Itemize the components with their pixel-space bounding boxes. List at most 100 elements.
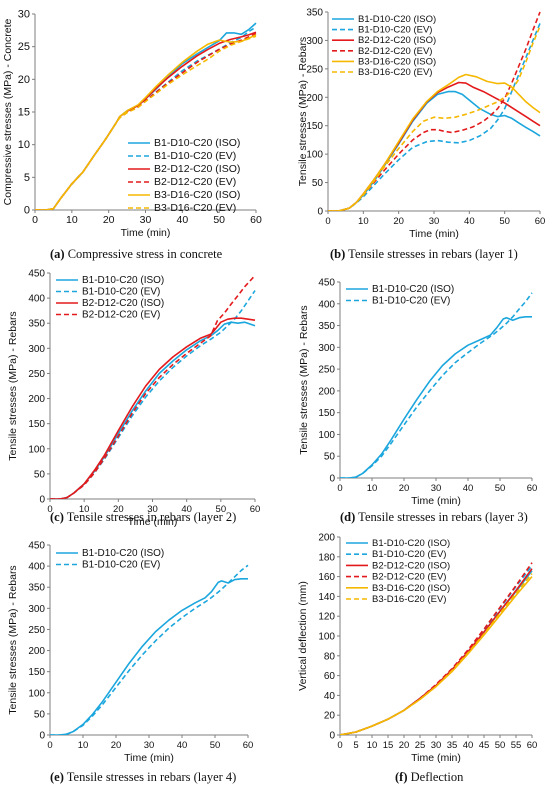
y-tick-label: 100 [318, 632, 335, 643]
y-tick-label: 25 [18, 41, 30, 53]
x-tick-label: 40 [464, 216, 475, 227]
y-tick-label: 400 [318, 299, 335, 310]
y-tick-label: 140 [318, 592, 335, 603]
series-line-1 [50, 577, 248, 735]
y-tick-label: 0 [329, 474, 335, 485]
caption-text: Tensile stresses in rebars (layer 2) [64, 510, 236, 524]
x-tick-label: 40 [177, 740, 188, 751]
legend-label: B1-D10-C20 (ISO) [82, 548, 164, 559]
x-axis-label: Time (min) [128, 516, 178, 528]
y-axis-label: Tensile stresses (MPa) - Rebars [7, 565, 19, 714]
legend-label: B1-D10-C20 (EV) [82, 560, 160, 571]
y-tick-label: 450 [28, 269, 45, 280]
x-tick-label: 60 [527, 483, 538, 494]
x-tick-label: 35 [447, 740, 458, 751]
chart-e: 0 10 20 30 40 50 60 0 50 100 150 200 250 300 350 400 450… [7, 541, 253, 785]
y-tick-label: 10 [18, 139, 30, 151]
x-tick-label: 40 [176, 214, 188, 226]
y-tick-label: 150 [28, 419, 45, 430]
x-tick-label: 20 [111, 740, 122, 751]
chart-caption: (a) Compressive stress in concrete [50, 247, 223, 261]
x-axis-label: Time (min) [409, 228, 459, 240]
y-tick-label: 160 [318, 572, 335, 583]
legend-label: B3-D16-C20 (ISO) [372, 583, 450, 594]
y-tick-label: 350 [306, 8, 323, 19]
y-tick-label: 250 [28, 625, 45, 636]
legend-label: B3-D16-C20 (ISO) [154, 189, 240, 201]
y-tick-label: 150 [28, 667, 45, 678]
x-tick-label: 40 [463, 740, 474, 751]
x-tick-label: 50 [495, 483, 506, 494]
legend: B1-D10-C20 (ISO)B1-D10-C20 (EV)B2-D12-C2… [128, 137, 240, 214]
caption-text: Tensile stresses in rebars (layer 1) [345, 247, 517, 261]
y-tick-label: 200 [28, 646, 45, 657]
legend-label: B2-D12-C20 (EV) [358, 46, 432, 57]
y-tick-label: 20 [324, 711, 336, 722]
y-tick-label: 300 [28, 604, 45, 615]
legend: B1-D10-C20 (ISO)B1-D10-C20 (EV)B2-D12-C2… [56, 275, 164, 321]
y-tick-label: 50 [34, 709, 46, 720]
x-tick-label: 60 [250, 214, 262, 226]
x-tick-label: 50 [499, 216, 510, 227]
x-tick-label: 20 [113, 504, 124, 515]
legend: B1-D10-C20 (ISO)B1-D10-C20 (EV) [346, 284, 454, 307]
legend-label: B1-D10-C20 (ISO) [372, 538, 450, 549]
y-tick-label: 0 [329, 731, 335, 742]
x-tick-label: 30 [431, 483, 442, 494]
chart-f: 0 5 10 15 20 25 30 35 40 45 50 55 600204060801001201… [297, 533, 537, 785]
y-tick-label: 450 [318, 278, 335, 289]
x-tick-label: 40 [463, 483, 474, 494]
y-tick-label: 0 [39, 495, 45, 506]
caption-label: (c) [50, 510, 64, 524]
y-tick-label: 150 [306, 121, 323, 132]
y-tick-label: 350 [28, 319, 45, 330]
y-tick-label: 450 [28, 541, 45, 552]
chart-caption: (e) Tensile stresses in rebars (layer 4) [50, 770, 236, 784]
legend-label: B2-D12-C20 (ISO) [358, 35, 436, 46]
legend-label: B1-D10-C20 (EV) [358, 25, 432, 36]
y-tick-label: 120 [318, 612, 335, 623]
y-axis-label: Tensile stresses (MPa) - Rebars [297, 37, 309, 186]
y-tick-label: 100 [306, 150, 323, 161]
y-tick-label: 50 [324, 452, 336, 463]
series-line-6 [328, 25, 541, 211]
series-line-1 [328, 90, 541, 211]
legend: B1-D10-C20 (ISO)B1-D10-C20 (EV)B2-D12-C2… [332, 14, 436, 78]
y-tick-label: 100 [318, 430, 335, 441]
y-tick-label: 350 [318, 321, 335, 332]
x-tick-label: 10 [367, 740, 378, 751]
x-tick-label: 30 [140, 214, 152, 226]
x-tick-label: 20 [399, 740, 410, 751]
y-tick-label: 250 [28, 369, 45, 380]
series-line-3 [50, 317, 256, 499]
y-tick-label: 80 [324, 651, 336, 662]
chart-caption: (f) Deflection [395, 770, 464, 784]
series-line-2 [50, 290, 256, 499]
x-tick-label: 60 [243, 740, 254, 751]
x-tick-label: 30 [144, 740, 155, 751]
y-tick-label: 20 [18, 74, 30, 86]
legend-label: B2-D12-C20 (ISO) [372, 560, 450, 571]
series-line-1 [340, 315, 532, 478]
legend-label: B3-D16-C20 (EV) [154, 202, 236, 214]
x-tick-label: 10 [79, 504, 90, 515]
y-tick-label: 5 [24, 172, 30, 184]
x-tick-label: 30 [147, 504, 158, 515]
legend-label: B2-D12-C20 (ISO) [82, 298, 164, 309]
x-tick-label: 0 [47, 504, 52, 515]
y-tick-label: 60 [324, 671, 336, 682]
caption-label: (a) [50, 247, 65, 261]
x-axis-label: Time (min) [124, 752, 174, 764]
legend-label: B1-D10-C20 (EV) [372, 549, 446, 560]
y-tick-label: 300 [28, 344, 45, 355]
legend-label: B2-D12-C20 (EV) [154, 176, 236, 188]
chart-b: 0 10 20 30 40 50 60 0 50 100 150 200 250 300 350 Time (… [297, 8, 545, 262]
y-tick-label: 250 [318, 365, 335, 376]
legend-label: B1-D10-C20 (ISO) [358, 14, 436, 25]
y-tick-label: 100 [28, 444, 45, 455]
caption-label: (b) [330, 247, 345, 261]
x-tick-label: 10 [78, 740, 89, 751]
series-line-2 [50, 564, 249, 735]
series-line-4 [50, 274, 256, 499]
y-axis-label: Tensile stresses (MPa) - Rebars [7, 311, 19, 460]
